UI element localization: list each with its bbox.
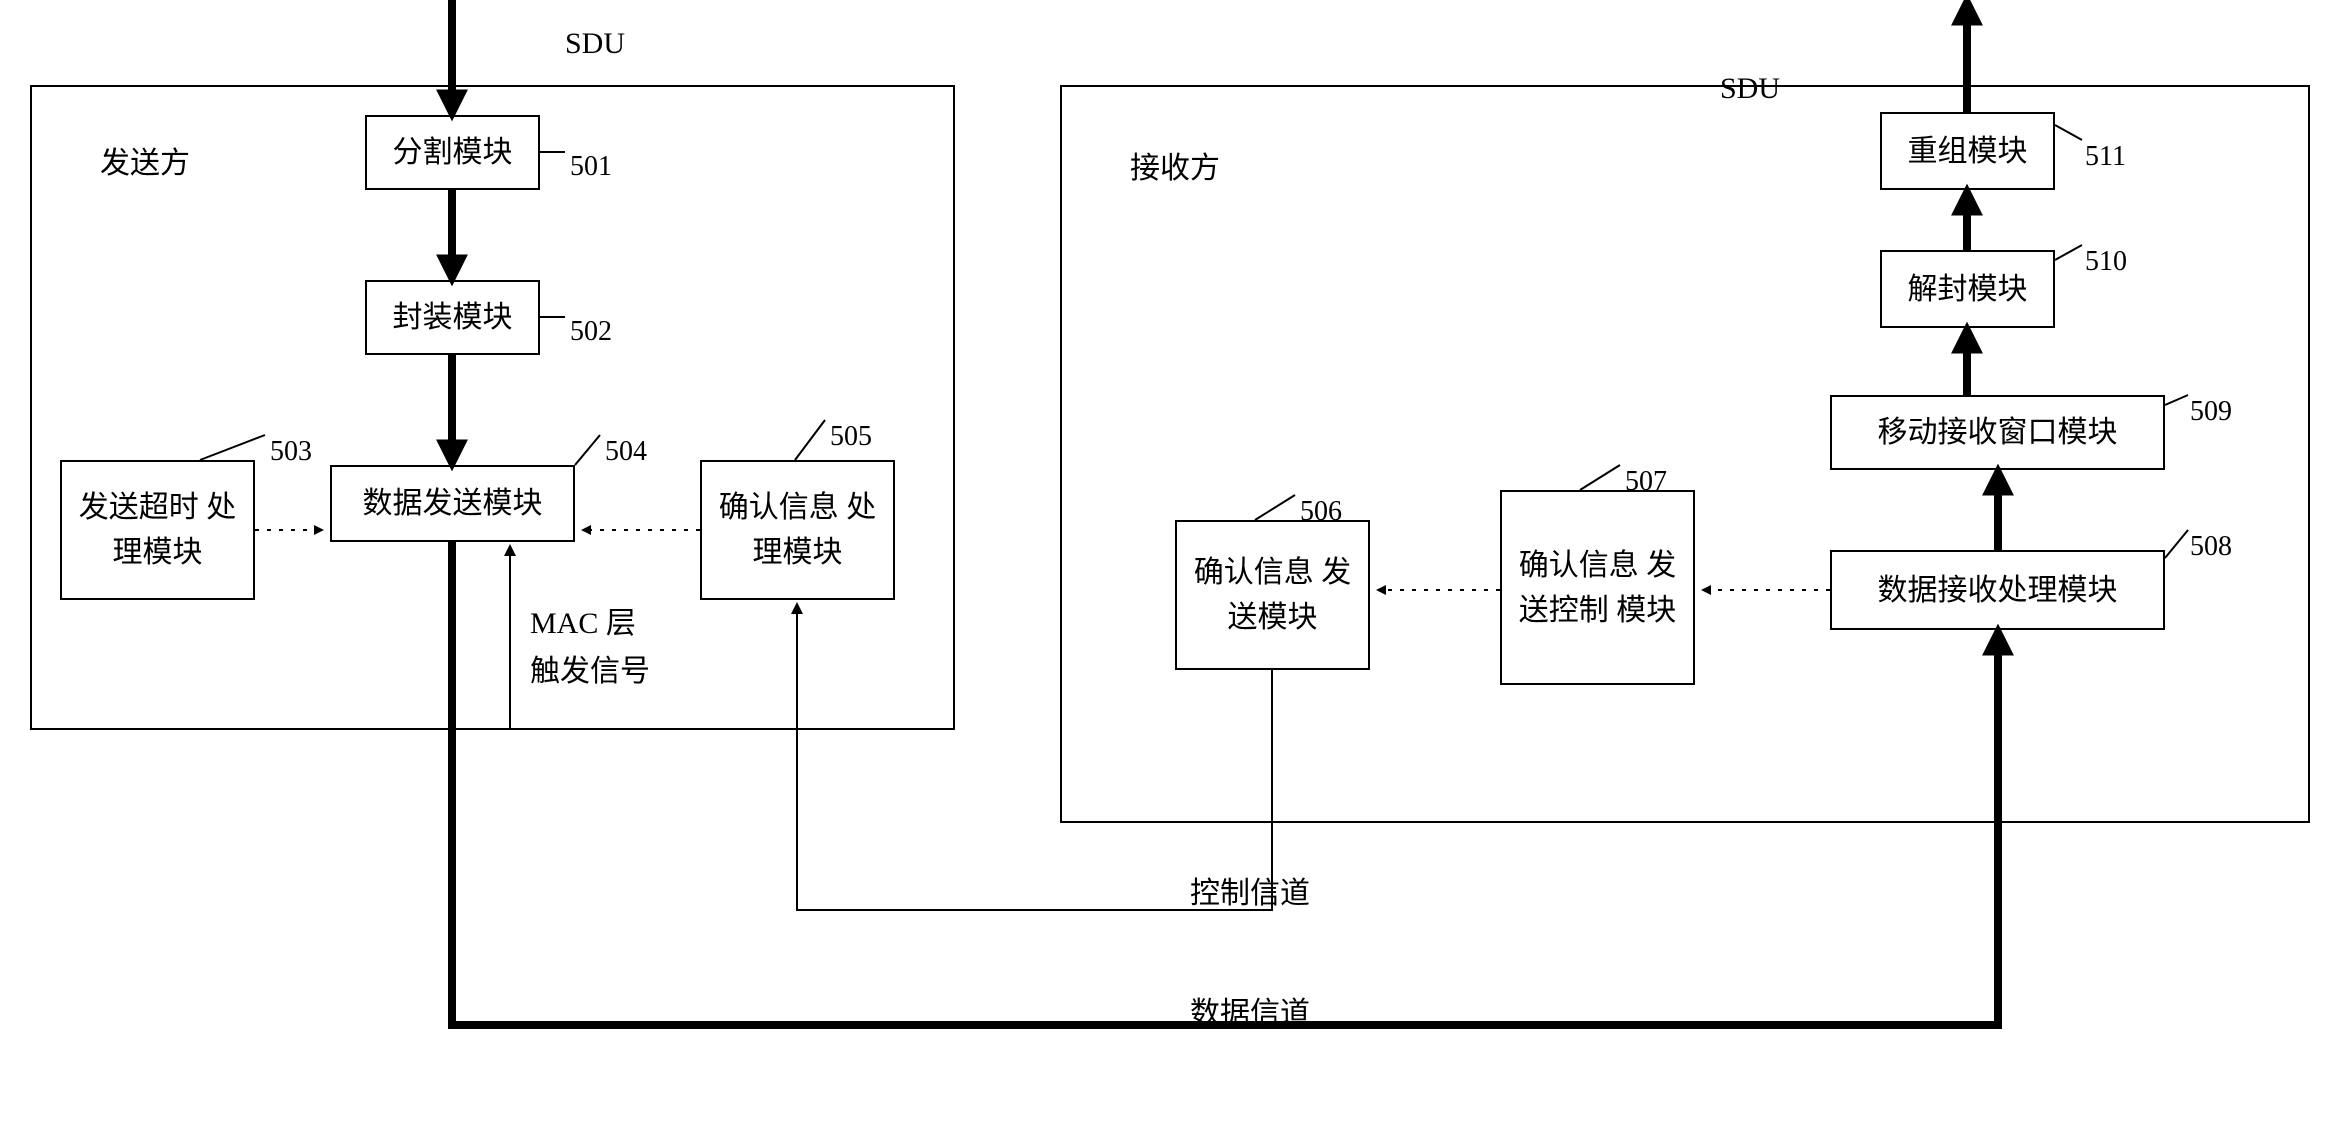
num-509: 509 — [2190, 390, 2232, 435]
box-502: 封装模块 — [365, 280, 540, 355]
sender-label: 发送方 — [100, 140, 190, 188]
num-506: 506 — [1300, 490, 1342, 535]
num-505: 505 — [830, 415, 872, 460]
num-507: 507 — [1625, 460, 1667, 505]
num-502: 502 — [570, 310, 612, 355]
box-510: 解封模块 — [1880, 250, 2055, 328]
box-505: 确认信息 处理模块 — [700, 460, 895, 600]
box-508: 数据接收处理模块 — [1830, 550, 2165, 630]
mac-label: MAC 层 触发信号 — [530, 600, 650, 696]
box-501: 分割模块 — [365, 115, 540, 190]
box-509: 移动接收窗口模块 — [1830, 395, 2165, 470]
box-504: 数据发送模块 — [330, 465, 575, 542]
box-511: 重组模块 — [1880, 112, 2055, 190]
num-504: 504 — [605, 430, 647, 475]
receiver-label: 接收方 — [1130, 145, 1220, 193]
sdu-in-label: SDU — [565, 20, 625, 68]
num-510: 510 — [2085, 240, 2127, 285]
num-503: 503 — [270, 430, 312, 475]
num-508: 508 — [2190, 525, 2232, 570]
data-channel-label: 数据信道 — [1190, 990, 1310, 1038]
box-506: 确认信息 发送模块 — [1175, 520, 1370, 670]
box-503: 发送超时 处理模块 — [60, 460, 255, 600]
control-channel-label: 控制信道 — [1190, 870, 1310, 918]
box-507: 确认信息 发送控制 模块 — [1500, 490, 1695, 685]
num-511: 511 — [2085, 135, 2126, 180]
num-501: 501 — [570, 145, 612, 190]
sdu-out-label: SDU — [1720, 65, 1780, 113]
